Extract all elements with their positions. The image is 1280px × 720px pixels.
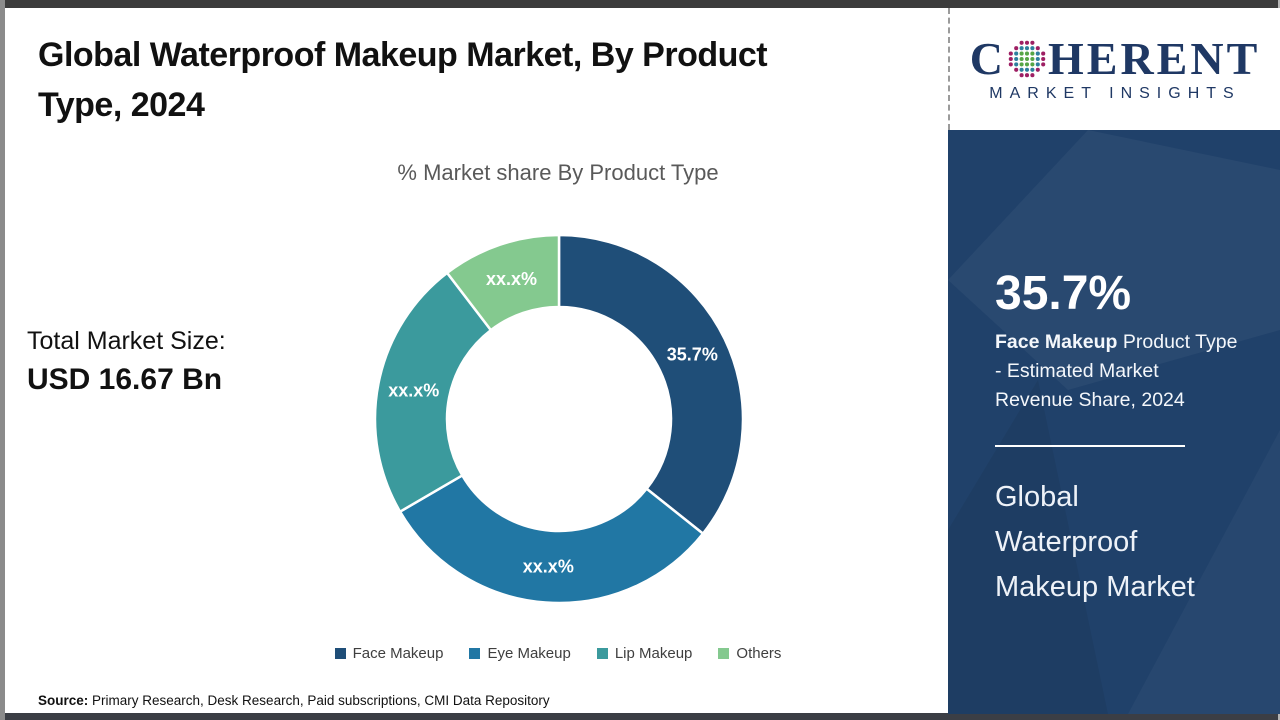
legend-swatch-icon [596, 648, 608, 659]
market-name: Global Waterproof Makeup Market [995, 481, 1195, 603]
slice-label-face-makeup: 35.7% [667, 345, 718, 365]
source-note: Source: Primary Research, Desk Research,… [38, 693, 550, 708]
legend-swatch-icon [334, 648, 346, 659]
legend-swatch-icon [469, 648, 481, 659]
legend-label: Face Makeup [352, 645, 444, 662]
source-label: Source: [38, 693, 89, 708]
legend-item-others: Others [718, 645, 781, 662]
highlight-stat-description: Face Makeup Product Type - Estimated Mar… [995, 328, 1240, 415]
legend-label: Others [736, 645, 782, 662]
highlight-stat-segment: Face Makeup [995, 331, 1118, 353]
donut-segment-eye-makeup [398, 474, 705, 605]
highlight-panel: 35.7% Face Makeup Product Type - Estimat… [948, 130, 1280, 714]
total-market-size-block: Total Market Size: USD 16.67 Bn [27, 325, 226, 399]
highlight-stat-rest: Product Type - Estimated Market Revenue … [995, 331, 1238, 411]
logo-letter-c: C [969, 32, 1006, 84]
chart-legend: Face Makeup Eye Makeup Lip Makeup Others [308, 645, 808, 662]
legend-label: Lip Makeup [614, 645, 693, 662]
panel-divider [995, 445, 1185, 447]
source-text: Primary Research, Desk Research, Paid su… [88, 693, 550, 708]
legend-item-lip-makeup: Lip Makeup [596, 645, 693, 662]
slice-label-others: xx.x% [486, 269, 537, 289]
donut-chart-container: 35.7% xx.x% xx.x% xx.x% [359, 219, 759, 619]
donut-segment-lip-makeup [373, 271, 493, 513]
legend-label: Eye Makeup [487, 645, 571, 662]
legend-item-face-makeup: Face Makeup [334, 645, 444, 662]
chart-title: % Market share By Product Type [397, 160, 719, 185]
donut-segment-face-makeup [557, 233, 745, 535]
total-market-size-value: USD 16.67 Bn [27, 363, 223, 396]
logo-subtitle: MARKET INSIGHTS [989, 84, 1241, 102]
highlight-stat-value: 35.7% [995, 267, 1132, 320]
logo-wordmark: C HERENT [969, 32, 1261, 84]
frame-left-border [0, 0, 5, 720]
frame-bottom-border [0, 713, 1280, 720]
legend-swatch-icon [718, 648, 730, 659]
globe-dots-icon [1008, 40, 1046, 77]
panel-texture [948, 130, 1280, 714]
slice-label-lip-makeup: xx.x% [388, 380, 439, 400]
donut-chart: 35.7% xx.x% xx.x% xx.x% [373, 233, 745, 605]
legend-item-eye-makeup: Eye Makeup [469, 645, 571, 662]
logo-letters-rest: HERENT [1047, 32, 1261, 84]
brand-logo: C HERENT MARKET INSIGHTS [948, 8, 1280, 130]
page-title: Global Waterproof Makeup Market, By Prod… [38, 36, 768, 124]
total-market-size-label: Total Market Size: [27, 327, 226, 355]
donut-segment-others [445, 233, 561, 332]
frame-top-border [0, 0, 1280, 8]
slice-label-eye-makeup: xx.x% [523, 557, 574, 577]
highlight-panel-content: 35.7% Face Makeup Product Type - Estimat… [948, 130, 1280, 610]
